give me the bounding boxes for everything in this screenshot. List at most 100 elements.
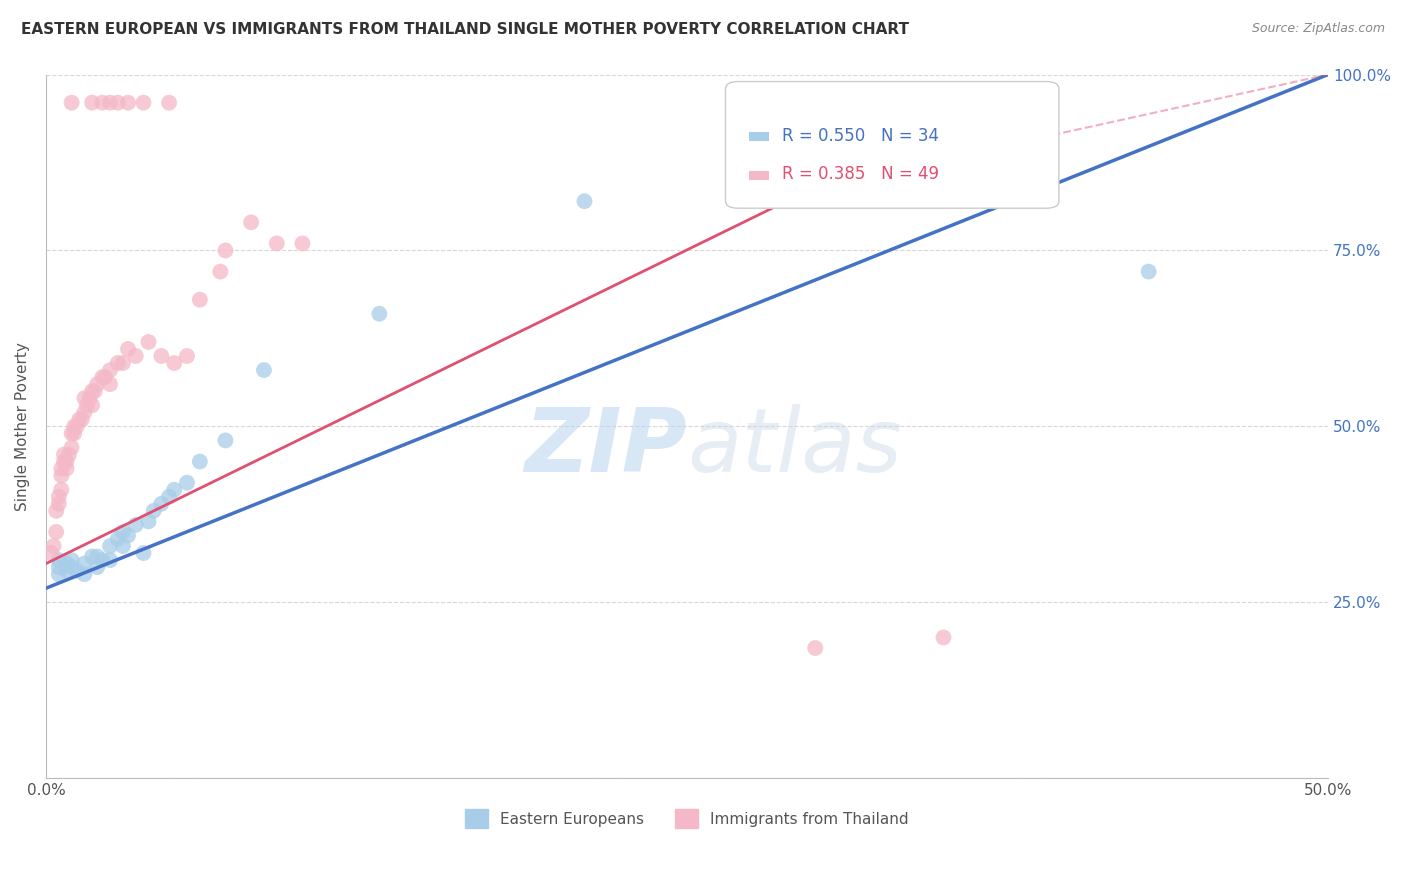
Point bbox=[45, 524, 67, 539]
Point bbox=[163, 356, 186, 370]
Point bbox=[188, 454, 211, 468]
Point bbox=[98, 553, 121, 567]
Point bbox=[176, 475, 198, 490]
Point bbox=[111, 539, 134, 553]
Point bbox=[157, 95, 180, 110]
Point bbox=[73, 557, 96, 571]
Point bbox=[86, 549, 108, 564]
Point bbox=[111, 356, 134, 370]
Point bbox=[51, 461, 73, 475]
Point bbox=[86, 560, 108, 574]
Point bbox=[79, 391, 101, 405]
Point bbox=[63, 426, 86, 441]
Point bbox=[52, 454, 75, 468]
Point bbox=[240, 215, 263, 229]
Point bbox=[91, 553, 114, 567]
Point bbox=[368, 307, 391, 321]
Point bbox=[117, 528, 139, 542]
Point bbox=[214, 244, 236, 258]
Point bbox=[132, 546, 155, 560]
Point bbox=[58, 448, 80, 462]
Bar bbox=[748, 133, 769, 141]
Point bbox=[94, 370, 117, 384]
Point bbox=[73, 567, 96, 582]
Point bbox=[52, 448, 75, 462]
Point bbox=[91, 370, 114, 384]
Point bbox=[163, 483, 186, 497]
Point bbox=[150, 349, 173, 363]
Point bbox=[117, 95, 139, 110]
Point bbox=[98, 95, 121, 110]
Point bbox=[67, 412, 90, 426]
Point bbox=[66, 419, 89, 434]
Point bbox=[1137, 264, 1160, 278]
Point bbox=[932, 631, 955, 645]
Point bbox=[253, 363, 276, 377]
Point bbox=[125, 517, 148, 532]
Point bbox=[73, 405, 96, 419]
Point bbox=[48, 553, 70, 567]
Point bbox=[82, 95, 104, 110]
Point bbox=[98, 539, 121, 553]
Point bbox=[60, 553, 83, 567]
Point bbox=[63, 419, 86, 434]
Text: Source: ZipAtlas.com: Source: ZipAtlas.com bbox=[1251, 22, 1385, 36]
Point bbox=[82, 549, 104, 564]
Point bbox=[132, 95, 155, 110]
Point bbox=[70, 412, 93, 426]
Point bbox=[48, 560, 70, 574]
Point bbox=[107, 356, 129, 370]
Point bbox=[107, 532, 129, 546]
Point bbox=[60, 441, 83, 455]
Point bbox=[55, 461, 77, 475]
Point bbox=[150, 497, 173, 511]
Text: atlas: atlas bbox=[688, 404, 901, 491]
Point bbox=[142, 504, 165, 518]
Point bbox=[125, 349, 148, 363]
Point bbox=[83, 384, 105, 399]
Point bbox=[804, 641, 827, 656]
Point bbox=[188, 293, 211, 307]
Point bbox=[91, 95, 114, 110]
Point bbox=[60, 426, 83, 441]
Point bbox=[73, 391, 96, 405]
Point bbox=[176, 349, 198, 363]
Point bbox=[266, 236, 288, 251]
Point bbox=[48, 567, 70, 582]
Point bbox=[157, 490, 180, 504]
Point bbox=[39, 546, 62, 560]
Point bbox=[214, 434, 236, 448]
Point bbox=[209, 264, 232, 278]
Point bbox=[138, 334, 160, 349]
Point bbox=[55, 564, 77, 578]
Text: EASTERN EUROPEAN VS IMMIGRANTS FROM THAILAND SINGLE MOTHER POVERTY CORRELATION C: EASTERN EUROPEAN VS IMMIGRANTS FROM THAI… bbox=[21, 22, 910, 37]
Point bbox=[98, 363, 121, 377]
Point bbox=[55, 557, 77, 571]
Point bbox=[76, 398, 98, 412]
Point bbox=[42, 539, 65, 553]
Point bbox=[117, 342, 139, 356]
Text: ZIP: ZIP bbox=[524, 404, 688, 491]
Point bbox=[51, 468, 73, 483]
Y-axis label: Single Mother Poverty: Single Mother Poverty bbox=[15, 342, 30, 511]
Text: R = 0.385   N = 49: R = 0.385 N = 49 bbox=[782, 165, 939, 184]
Point bbox=[291, 236, 314, 251]
Point bbox=[86, 377, 108, 392]
Point bbox=[82, 384, 104, 399]
Point bbox=[51, 483, 73, 497]
Text: R = 0.550   N = 34: R = 0.550 N = 34 bbox=[782, 127, 939, 145]
Point bbox=[138, 514, 160, 528]
Point bbox=[66, 564, 89, 578]
Legend: Eastern Europeans, Immigrants from Thailand: Eastern Europeans, Immigrants from Thail… bbox=[460, 803, 915, 834]
Point bbox=[98, 377, 121, 392]
FancyBboxPatch shape bbox=[725, 81, 1059, 208]
Point bbox=[111, 524, 134, 539]
Point bbox=[82, 398, 104, 412]
Point bbox=[48, 497, 70, 511]
Point bbox=[55, 454, 77, 468]
Point bbox=[45, 504, 67, 518]
Point bbox=[48, 490, 70, 504]
Point bbox=[107, 95, 129, 110]
Bar bbox=[748, 171, 769, 180]
Point bbox=[60, 95, 83, 110]
